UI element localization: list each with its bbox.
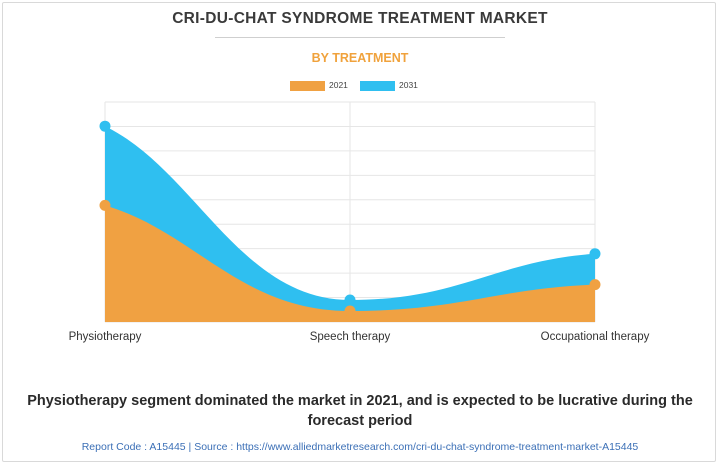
area-2021 bbox=[105, 205, 595, 322]
point-2031-occupational-therapy bbox=[589, 248, 601, 260]
legend-item-2021: 2021 bbox=[290, 78, 348, 92]
chart-subtitle: BY TREATMENT bbox=[311, 51, 409, 65]
legend: 2021 2031 bbox=[0, 78, 720, 94]
legend-label-2021: 2021 bbox=[329, 80, 348, 90]
chart-points bbox=[99, 120, 601, 317]
x-tick-label: Physiotherapy bbox=[69, 331, 142, 343]
point-2031-speech-therapy bbox=[344, 294, 356, 306]
legend-swatch-2031 bbox=[360, 80, 395, 91]
point-2021-physiotherapy bbox=[99, 199, 111, 211]
chart-title: CRI-DU-CHAT SYNDROME TREATMENT MARKET bbox=[172, 10, 548, 27]
source-footer: Report Code : A15445 | Source : https://… bbox=[81, 441, 639, 453]
point-2021-speech-therapy bbox=[344, 305, 356, 317]
point-2021-occupational-therapy bbox=[589, 279, 601, 291]
chart-areas bbox=[105, 126, 595, 322]
legend-swatch-2021 bbox=[290, 80, 325, 91]
legend-label-2031: 2031 bbox=[399, 80, 418, 90]
x-tick-label: Occupational therapy bbox=[541, 331, 650, 343]
area-chart: Physiotherapy Speech therapy Occupational … bbox=[69, 101, 650, 343]
chart-caption: Physiotherapy segment dominated the mark… bbox=[27, 393, 693, 429]
point-2031-physiotherapy bbox=[99, 120, 111, 132]
title-divider bbox=[215, 37, 505, 38]
chart-frame bbox=[2, 2, 716, 462]
x-axis-labels: Physiotherapy Speech therapy Occupational … bbox=[69, 331, 650, 343]
x-tick-label: Speech therapy bbox=[310, 331, 391, 343]
legend-item-2031: 2031 bbox=[360, 78, 418, 92]
